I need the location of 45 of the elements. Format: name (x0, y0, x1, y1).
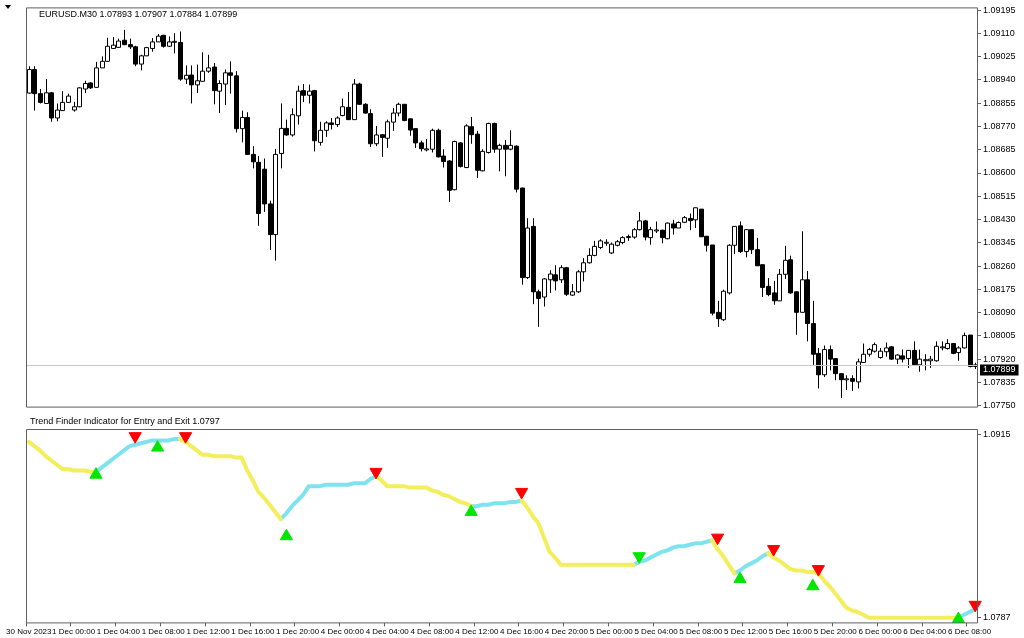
x-tick-label: 5 Dec 00:00 (589, 627, 634, 637)
x-tick-label: 1 Dec 20:00 (276, 627, 320, 637)
y-tick-label: 1.08685 (983, 144, 1016, 155)
y-tick-label: 1.09025 (983, 51, 1016, 62)
y-tick-label: 1.08260 (983, 260, 1016, 271)
chart-title: EURUSD.M30 1.07893 1.07907 1.07884 1.07899 (39, 8, 238, 19)
x-tick-label: 1 Dec 08:00 (141, 627, 186, 637)
x-tick-label: 6 Dec 08:00 (948, 627, 992, 637)
x-tick-label: 5 Dec 16:00 (768, 627, 813, 637)
y-tick-label: 1.08090 (983, 307, 1016, 318)
x-tick-label: 5 Dec 20:00 (813, 627, 858, 637)
ref-line-label: 1.07899 (983, 364, 1016, 375)
y-tick-label: 1.08345 (983, 237, 1016, 248)
x-tick-label: 4 Dec 04:00 (365, 627, 410, 637)
x-tick-label: 4 Dec 16:00 (500, 627, 544, 637)
x-tick-label: 5 Dec 04:00 (634, 627, 679, 637)
y-tick-label: 1.07920 (983, 353, 1016, 364)
x-tick-label: 5 Dec 08:00 (679, 627, 723, 637)
y-tick-label: 1.08430 (983, 214, 1016, 225)
y-tick-label: 1.0787 (983, 612, 1011, 623)
x-tick-label: 4 Dec 20:00 (544, 627, 589, 637)
x-tick-label: 4 Dec 08:00 (410, 627, 455, 637)
x-tick-label: 1 Dec 04:00 (96, 627, 141, 637)
y-tick-label: 1.08940 (983, 74, 1016, 85)
y-tick-label: 1.09195 (983, 4, 1016, 15)
y-tick-label: 1.08175 (983, 283, 1016, 294)
x-tick-label: 6 Dec 04:00 (903, 627, 947, 637)
y-tick-label: 1.08600 (983, 167, 1016, 178)
x-tick-label: 6 Dec 00:00 (858, 627, 903, 637)
x-tick-label: 1 Dec 16:00 (231, 627, 275, 637)
y-tick-label: 1.07835 (983, 376, 1016, 387)
chart-title: Trend Finder Indicator for Entry and Exit 1.0797 (30, 416, 220, 427)
y-tick-label: 1.08005 (983, 330, 1016, 341)
y-tick-label: 1.08770 (983, 120, 1016, 131)
x-tick-label: 5 Dec 12:00 (724, 627, 768, 637)
y-tick-label: 1.09110 (983, 27, 1015, 38)
y-tick-label: 1.08515 (983, 190, 1016, 201)
x-tick-label: 4 Dec 12:00 (455, 627, 499, 637)
x-tick-label: 30 Nov 2023 (6, 627, 53, 637)
x-tick-label: 1 Dec 12:00 (186, 627, 231, 637)
y-tick-label: 1.07750 (983, 400, 1016, 411)
x-tick-label: 4 Dec 00:00 (320, 627, 365, 637)
y-tick-label: 1.0915 (983, 429, 1011, 440)
x-tick-label: 1 Dec 00:00 (52, 627, 96, 637)
y-tick-label: 1.08855 (983, 97, 1016, 108)
